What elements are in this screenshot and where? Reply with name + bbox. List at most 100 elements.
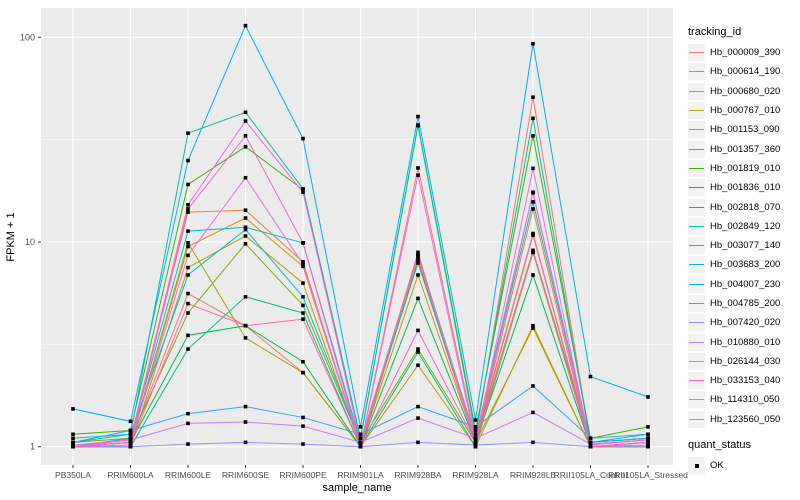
x-tick-label: RRIM928LA (452, 470, 499, 480)
data-point (588, 444, 593, 449)
data-point (186, 311, 190, 315)
data-point (243, 144, 248, 149)
data-point (531, 200, 535, 204)
data-point (186, 202, 190, 207)
y-tick-label: 10 (25, 237, 35, 247)
legend-entry-quant-OK: OK (688, 456, 800, 475)
axis-tick-labels: 1 10 100 PB350LA RRIM600LA RRIM600LE RRIM600SE… (20, 32, 688, 480)
data-point (71, 407, 75, 411)
data-point (588, 374, 593, 379)
data-point (301, 190, 305, 195)
data-point (416, 173, 420, 177)
data-point (301, 359, 305, 364)
x-tick-label: RRIM600PE (279, 470, 327, 480)
data-point (646, 395, 650, 399)
y-tick-label: 100 (20, 32, 35, 42)
data-point (473, 418, 478, 422)
data-point (473, 425, 478, 429)
data-point (186, 244, 190, 249)
legend-entry-Hb_000767_010: Hb_000767_010 (688, 101, 800, 120)
data-point (416, 347, 420, 351)
data-point (531, 116, 535, 121)
data-point (416, 166, 420, 170)
data-point (128, 428, 133, 433)
legend-entry-Hb_026144_030: Hb_026144_030 (688, 352, 800, 371)
legend-entry-label: Hb_003077_140 (710, 240, 781, 252)
data-point (473, 440, 478, 445)
legend-key-line-icon (688, 314, 705, 332)
data-point (416, 296, 420, 301)
data-point (646, 440, 650, 445)
legend-key-line-icon (688, 256, 705, 274)
data-point (128, 443, 133, 447)
legend-entry-label: OK (710, 460, 724, 472)
data-point (243, 225, 248, 230)
data-point (186, 241, 190, 245)
legend-entry-label: Hb_123560_050 (710, 413, 781, 425)
legend-key-line-icon (688, 179, 705, 197)
legend-entry-label: Hb_001153_090 (710, 124, 780, 136)
legend-key-line-icon (688, 275, 705, 293)
legend-entry-Hb_004785_200: Hb_004785_200 (688, 294, 800, 313)
data-point (128, 438, 133, 442)
data-point (186, 207, 190, 211)
legend-entry-label: Hb_010880_010 (710, 336, 781, 348)
legend-entry-label: Hb_004007_230 (710, 278, 781, 290)
data-point (301, 415, 305, 420)
data-point (301, 424, 305, 428)
data-point (243, 323, 248, 328)
data-point (358, 436, 363, 441)
data-point (646, 432, 650, 437)
data-point (128, 419, 133, 424)
data-point (531, 41, 535, 46)
data-point (186, 333, 190, 338)
data-point (186, 411, 190, 416)
data-points (71, 23, 650, 449)
data-point (186, 253, 190, 258)
data-point (646, 425, 650, 429)
legend-entry-label: Hb_033153_040 (710, 375, 781, 387)
data-point (186, 301, 190, 306)
data-point (531, 134, 535, 138)
legend-entry-Hb_033153_040: Hb_033153_040 (688, 371, 800, 390)
data-point (301, 241, 305, 245)
legend-key-line-icon (688, 140, 705, 158)
data-point (646, 443, 650, 447)
legend-key-line-icon (688, 333, 705, 351)
data-point (358, 432, 363, 437)
data-point (243, 119, 248, 123)
data-point (301, 303, 305, 308)
data-point (128, 440, 133, 445)
data-point (243, 208, 248, 213)
data-point (71, 436, 75, 441)
legend-key-line-icon (688, 159, 705, 177)
data-point (473, 443, 478, 447)
legend-key-line-icon (688, 217, 705, 235)
data-point (243, 420, 248, 424)
data-point (186, 273, 190, 277)
data-point (531, 326, 535, 330)
data-point (71, 440, 75, 445)
legend-key-line-icon (688, 237, 705, 255)
legend-entry-Hb_003077_140: Hb_003077_140 (688, 236, 800, 255)
legend-entry-label: Hb_007420_020 (710, 317, 781, 329)
x-tick-label: RRIM600LA (107, 470, 154, 480)
data-point (473, 432, 478, 437)
data-point (186, 229, 190, 233)
data-point (416, 273, 420, 277)
x-tick-label: RRIM600SE (222, 470, 270, 480)
axis-ticks (38, 36, 649, 468)
data-point (416, 350, 420, 354)
legend-title-quant-status: quant_status (688, 438, 751, 451)
data-point (416, 261, 420, 265)
data-point (186, 291, 190, 296)
data-point (243, 234, 248, 238)
data-point (416, 114, 420, 119)
legend-key-line-icon (688, 295, 705, 312)
data-point (416, 328, 420, 333)
data-point (301, 311, 305, 315)
data-point (531, 410, 535, 415)
data-point (186, 265, 190, 270)
data-point (186, 210, 190, 214)
data-point (531, 273, 535, 277)
